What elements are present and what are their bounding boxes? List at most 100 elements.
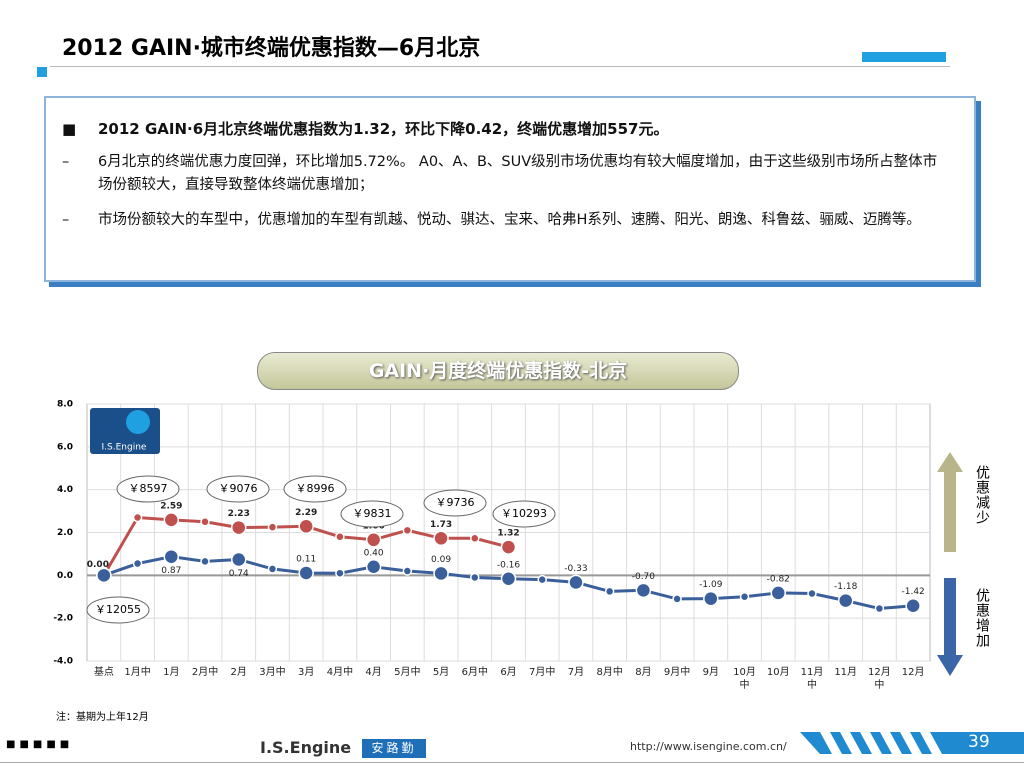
point: [230, 551, 247, 568]
annotation-bubble: [340, 500, 404, 528]
x-tick-label: 1月中: [124, 667, 151, 678]
data-label: -1.09: [699, 580, 723, 590]
point: [905, 597, 921, 614]
point: [163, 512, 180, 528]
footer-rule: [0, 762, 1024, 763]
x-tick-label: 8月: [635, 667, 652, 678]
x-tick-label: 10月中: [733, 667, 756, 691]
point: [500, 539, 517, 555]
data-label: 2.59: [160, 501, 182, 511]
y-tick-label: 4.0: [57, 485, 73, 495]
x-tick-label: 7月: [567, 667, 585, 678]
point: [537, 574, 547, 585]
data-label: 0.11: [296, 554, 316, 564]
y-tick-label: -4.0: [53, 657, 73, 667]
point: [298, 518, 314, 535]
point-text: 6月北京的终端优惠力度回弹，环比增加5.72%。 A0、A、B、SUV级别市场优…: [98, 154, 938, 193]
x-tick-label: 5月: [432, 667, 450, 678]
logo-text: I.S.Engine: [102, 443, 147, 453]
point: [163, 548, 180, 565]
point: [200, 556, 210, 567]
x-tick-label: 9月中: [663, 667, 691, 678]
data-label: -0.82: [767, 574, 790, 584]
point: [433, 565, 449, 582]
title-rule: [50, 66, 950, 67]
x-tick-label: 2月: [230, 667, 247, 678]
annotation: ￥12055: [95, 603, 141, 616]
point: [703, 590, 719, 607]
chart: 8.0 6.0 4.0 2.0 0.0 -2.0 -4.0 0.00 2.59 2.23 2.29 1…: [53, 400, 931, 667]
x-tick-label: 3月中: [259, 667, 286, 678]
point: [470, 533, 480, 544]
point: [470, 572, 480, 583]
title-square: [37, 67, 47, 77]
x-tick-label: 10月: [766, 667, 790, 678]
data-label: -0.70: [632, 572, 656, 582]
point: [132, 558, 143, 569]
headline-text: 2012 GAIN·6月北京终端优惠指数为1.32，环比下降0.42，终端优惠增…: [98, 120, 669, 138]
annotation-bubble: [116, 475, 180, 503]
data-label: -1.42: [901, 587, 924, 597]
logo: I.S.Engine: [90, 408, 160, 454]
annotation: ￥8996: [296, 482, 335, 495]
data-label: 0.40: [364, 548, 384, 558]
point: [365, 532, 382, 548]
slide-title: 2012 GAIN·城市终端优惠指数—6月北京: [62, 36, 481, 61]
point: [132, 512, 143, 523]
summary-box: ■ 2012 GAIN·6月北京终端优惠指数为1.32，环比下降0.42，终端优惠…: [44, 96, 976, 282]
point: – 市场份额较大的车型中，优惠增加的车型有凯越、悦动、骐达、宝来、哈弗H系列、速腾…: [62, 212, 921, 228]
arrow-label: 优惠减少: [974, 465, 990, 525]
data-label: 1.32: [497, 529, 519, 539]
footer-url: http://www.isengine.com.cn/: [630, 740, 787, 753]
point-text: 市场份额较大的车型中，优惠增加的车型有凯越、悦动、骐达、宝来、哈弗H系列、速腾、…: [98, 212, 921, 228]
chart-title: GAIN·月度终端优惠指数-北京: [257, 352, 739, 390]
x-tick-label: 11月: [834, 667, 858, 678]
x-tick-label: 6月中: [461, 667, 488, 678]
annotation-bubble: [86, 596, 150, 624]
data-label: -0.16: [497, 560, 521, 570]
y-tick-label: 2.0: [57, 528, 73, 538]
point: [267, 522, 278, 532]
point: [433, 530, 449, 547]
data-label: 0.09: [431, 555, 451, 565]
y-tick-label: 8.0: [57, 400, 73, 410]
point: [500, 571, 517, 587]
data-label: -1.18: [834, 582, 858, 592]
x-tick-label: 基点: [93, 667, 114, 678]
x-tick-label: 1月: [163, 667, 180, 678]
y-tick-label: 6.0: [57, 442, 73, 452]
annotation-bubble: [423, 489, 487, 517]
data-label: -0.33: [564, 564, 587, 574]
point: [335, 532, 345, 542]
annotation-bubble: [492, 500, 556, 528]
footer-brand: I.S.Engine: [260, 738, 352, 757]
annotation: ￥9736: [436, 496, 475, 509]
point: [635, 582, 652, 599]
point: [402, 566, 413, 576]
data-label: 0.00: [87, 560, 109, 570]
point: [230, 519, 247, 536]
point: –6月北京的终端优惠力度回弹，环比增加5.72%。 A0、A、B、SUV级别市场…: [62, 154, 938, 193]
point: [96, 567, 112, 584]
data-label: 0.87: [161, 566, 181, 576]
annotation: ￥9076: [219, 482, 258, 495]
point: [267, 564, 278, 574]
x-tick-label: 11月中: [800, 667, 824, 691]
point: [770, 585, 787, 601]
title-accent: [862, 52, 946, 62]
point: [365, 559, 382, 575]
page-number: 39: [968, 732, 990, 752]
arrow-label: 优惠增加: [974, 588, 990, 648]
x-tick-label: 12月: [901, 667, 925, 678]
y-tick-label: 0.0: [57, 571, 73, 581]
footer-stripes: [800, 732, 1024, 754]
annotation: ￥8597: [129, 482, 168, 495]
point: [672, 594, 682, 604]
arrows: [937, 452, 963, 676]
footer-brand-cn: 安路勤: [362, 739, 426, 758]
x-tick-label: 12月中: [868, 667, 891, 691]
footer: ■■■■■ I.S.Engine 安路勤 http://www.isengine…: [0, 730, 1024, 768]
x-tick-label: 4月中: [326, 667, 354, 678]
data-label: 1.73: [430, 520, 452, 530]
point: [807, 588, 817, 599]
